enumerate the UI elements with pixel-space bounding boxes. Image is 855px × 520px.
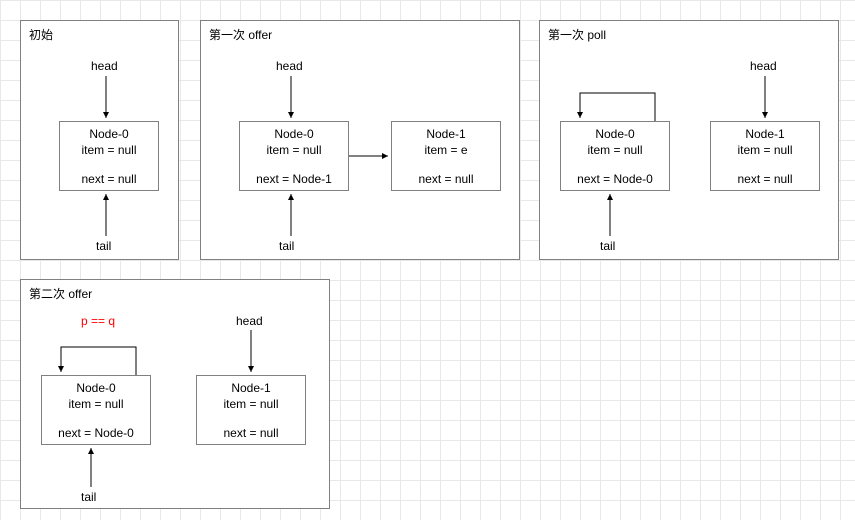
node-name: Node-0 — [42, 380, 150, 396]
node-item: item = null — [60, 142, 158, 158]
head-label: head — [276, 59, 303, 73]
node-item: item = e — [392, 142, 500, 158]
node-item: item = null — [42, 396, 150, 412]
panel-title: 第一次 offer — [209, 26, 272, 43]
node-name: Node-0 — [240, 126, 348, 142]
node-1: Node-1 item = null next = null — [710, 121, 820, 191]
node-next: next = Node-1 — [240, 172, 348, 186]
panel-title: 初始 — [29, 26, 53, 43]
node-0: Node-0 item = null next = Node-0 — [560, 121, 670, 191]
node-0: Node-0 item = null next = null — [59, 121, 159, 191]
head-label: head — [750, 59, 777, 73]
tail-label: tail — [96, 239, 111, 253]
node-0: Node-0 item = null next = Node-0 — [41, 375, 151, 445]
panel-first-poll: 第一次 poll head Node-0 item = null next = … — [539, 20, 839, 260]
node-next: next = Node-0 — [561, 172, 669, 186]
panel-second-offer: 第二次 offer p == q head Node-0 item = null… — [20, 279, 330, 509]
node-item: item = null — [711, 142, 819, 158]
node-1: Node-1 item = e next = null — [391, 121, 501, 191]
node-0: Node-0 item = null next = Node-1 — [239, 121, 349, 191]
pq-label: p == q — [81, 314, 115, 328]
tail-label: tail — [279, 239, 294, 253]
panel-first-offer: 第一次 offer head Node-0 item = null next =… — [200, 20, 520, 260]
node-name: Node-1 — [197, 380, 305, 396]
tail-label: tail — [600, 239, 615, 253]
node-name: Node-1 — [392, 126, 500, 142]
node-item: item = null — [240, 142, 348, 158]
tail-label: tail — [81, 490, 96, 504]
panel-initial: 初始 head Node-0 item = null next = null t… — [20, 20, 179, 260]
node-next: next = null — [60, 172, 158, 186]
node-item: item = null — [197, 396, 305, 412]
node-1: Node-1 item = null next = null — [196, 375, 306, 445]
head-label: head — [236, 314, 263, 328]
node-item: item = null — [561, 142, 669, 158]
node-next: next = null — [711, 172, 819, 186]
node-name: Node-1 — [711, 126, 819, 142]
panel-title: 第二次 offer — [29, 285, 92, 302]
node-name: Node-0 — [60, 126, 158, 142]
head-label: head — [91, 59, 118, 73]
node-next: next = null — [392, 172, 500, 186]
panel-title: 第一次 poll — [548, 26, 606, 43]
node-next: next = null — [197, 426, 305, 440]
node-next: next = Node-0 — [42, 426, 150, 440]
node-name: Node-0 — [561, 126, 669, 142]
